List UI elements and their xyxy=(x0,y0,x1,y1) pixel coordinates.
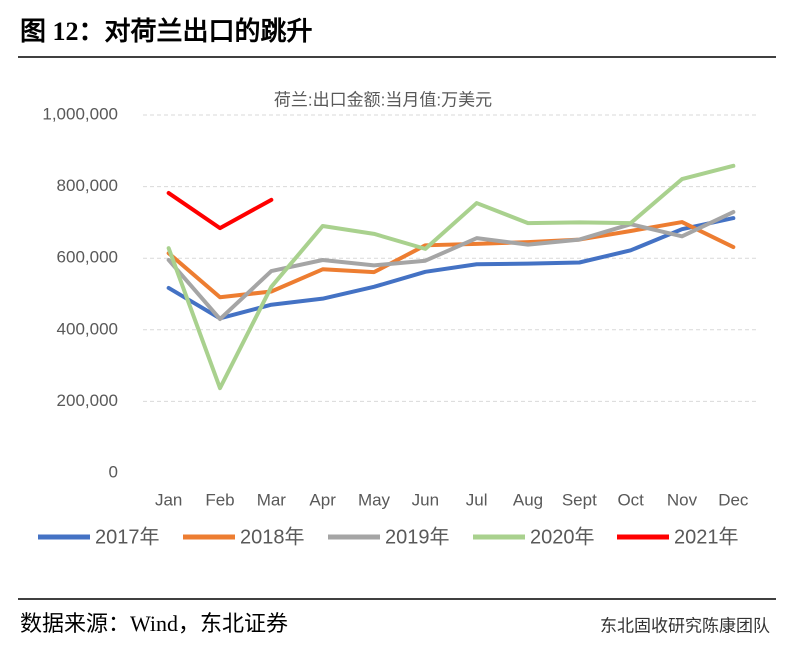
series-line xyxy=(166,210,736,322)
series-line xyxy=(166,216,736,321)
y-tick-label: 600,000 xyxy=(57,248,118,267)
y-tick-label: 800,000 xyxy=(57,176,118,195)
x-tick-label: Dec xyxy=(718,490,749,509)
x-tick-label: May xyxy=(358,490,391,509)
x-tick-label: Aug xyxy=(513,490,543,509)
legend-label: 2020年 xyxy=(530,525,595,548)
x-tick-label: Mar xyxy=(257,490,287,509)
y-tick-label: 1,000,000 xyxy=(42,104,118,123)
watermark: 东北固收研究陈康团队 xyxy=(600,616,770,635)
y-tick-label: 0 xyxy=(109,462,118,481)
legend-label: 2017年 xyxy=(95,525,160,548)
legend-label: 2018年 xyxy=(240,525,305,548)
legend-label: 2021年 xyxy=(674,525,739,548)
x-tick-label: Jul xyxy=(466,490,488,509)
legend-label: 2019年 xyxy=(385,525,450,548)
x-tick-label: Nov xyxy=(667,490,698,509)
figure-title: 图 12：对荷兰出口的跳升 xyxy=(20,16,313,46)
chart-title: 荷兰:出口金额:当月值:万美元 xyxy=(274,90,492,109)
y-tick-label: 400,000 xyxy=(57,319,118,338)
series-line xyxy=(166,191,274,231)
x-tick-label: Feb xyxy=(205,490,234,509)
x-tick-label: Apr xyxy=(309,490,336,509)
source: 数据来源：Wind，东北证券 xyxy=(20,611,288,636)
x-tick-label: Oct xyxy=(617,490,644,509)
x-tick-label: Sept xyxy=(562,490,597,509)
series-line xyxy=(166,220,736,300)
y-tick-label: 200,000 xyxy=(57,391,118,410)
series-line xyxy=(166,163,736,391)
x-tick-label: Jan xyxy=(155,490,182,509)
x-tick-label: Jun xyxy=(412,490,439,509)
